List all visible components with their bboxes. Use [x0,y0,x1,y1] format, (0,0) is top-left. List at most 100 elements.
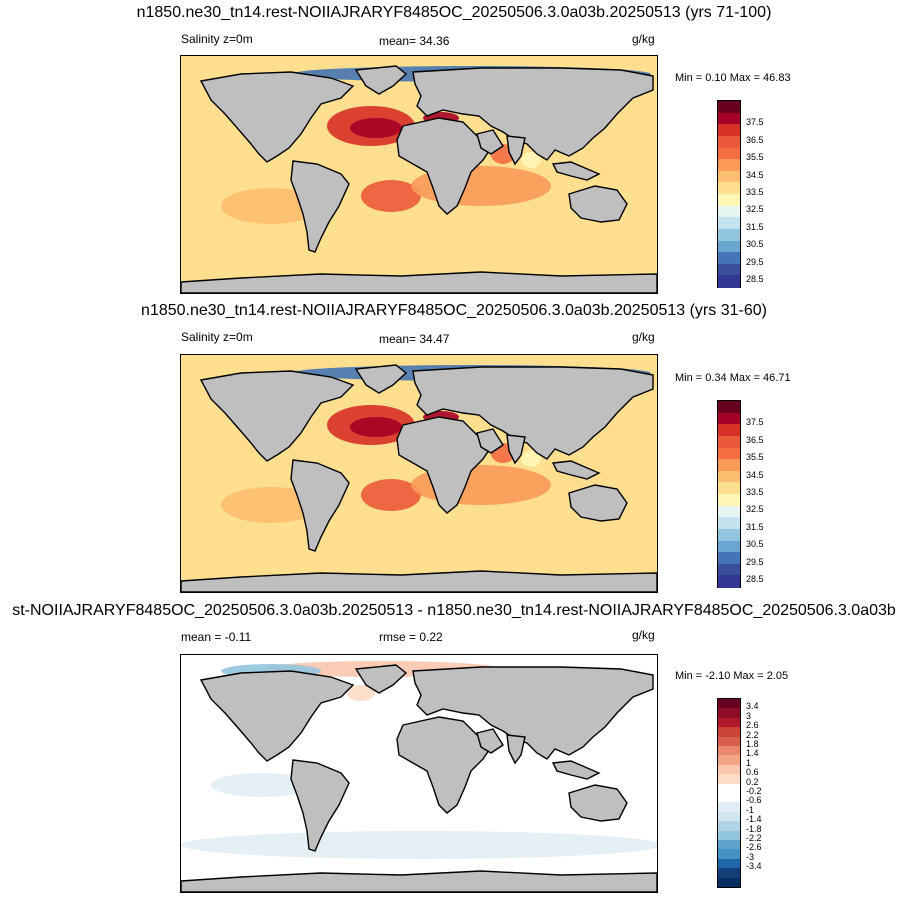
colorbar-tick-label: 30.5 [746,239,764,250]
colorbar-segment [718,764,740,775]
colorbar-segment [718,540,740,553]
greenland-landmass [354,364,408,394]
colorbar-tick-label: 35.5 [746,452,764,463]
africa-landmass [396,716,492,814]
colorbar-segment [718,182,740,195]
colorbar-tick-label: 1.8 [746,739,759,749]
south-atlantic-salty [361,180,421,212]
colorbar-tick-label: 31.5 [746,521,764,532]
south-pacific-salty [221,487,321,523]
panel-1-variable-label: Salinity z=0m [181,32,253,46]
panel-1-map [180,55,658,294]
colorbar-tick-label: 0.6 [746,767,759,778]
colorbar-segment [718,401,740,414]
colorbar-segment [718,746,740,756]
panel-3-mean-label: mean = -0.11 [181,630,252,644]
pacific-negative [211,773,311,797]
colorbar-tick-label: -1 [746,804,755,815]
colorbar-segment [718,228,740,241]
colorbar-tick-label: 3 [746,710,752,721]
colorbar-segment [718,135,740,148]
colorbar-segment [718,774,740,785]
panel-2-title: n1850.ne30_tn14.rest-NOIIAJRARYF8485OC_2… [141,302,767,319]
panel-2-colorbar [717,400,741,588]
colorbar-segment [718,424,740,437]
colorbar-segment [718,802,740,813]
colorbar-tick-label: 2.2 [746,729,759,740]
salinity-diff-map [181,655,657,892]
colorbar-tick-label: -3.4 [746,861,762,872]
colorbar-segment [718,783,740,794]
panel-2-units-label: g/kg [632,330,655,344]
north-america-landmass [199,71,355,163]
colorbar-tick-label: 34.5 [746,469,764,480]
colorbar-segment [718,124,740,137]
panel-3-units-label: g/kg [632,628,655,642]
colorbar-segment [718,699,740,709]
panel-2-map [180,354,658,593]
salinity-map-1 [181,56,657,293]
australia-landmass [568,484,628,522]
colorbar-segment [718,470,740,483]
southern-ocean-negative [181,831,657,859]
colorbar-segment [718,482,740,495]
colorbar-segment [718,793,740,803]
north-america-landmass [199,670,355,762]
panel-3-map [180,654,658,893]
colorbar-segment [718,147,740,160]
north-atlantic-peak [350,417,402,437]
panel-1-title: n1850.ne30_tn14.rest-NOIIAJRARYF8485OC_2… [136,4,772,21]
colorbar-tick-label: 31.5 [746,221,764,232]
colorbar-segment [718,159,740,172]
colorbar-segment [718,194,740,207]
southern-ocean-band [181,251,657,271]
south-america-landmass [290,459,350,552]
panel-3-minmax: Min = -2.10 Max = 2.05 [675,670,789,682]
colorbar-tick-label: 29.5 [746,256,764,267]
eurasia-landmass [412,67,654,161]
colorbar-segment [718,755,740,766]
arabia-landmass [476,428,504,454]
panel-2-mean-label: mean= 34.47 [379,332,450,346]
colorbar-tick-label: -3 [746,851,755,862]
colorbar-segment [718,858,740,869]
atlantic-positive-anomaly [347,685,375,701]
panel-3-title: st-NOIIAJRARYF8485OC_20250506.3.0a03b.20… [12,602,896,619]
colorbar-tick-label: 32.5 [746,504,764,515]
bay-of-bengal-fresh [521,152,541,168]
india-landmass [506,434,526,465]
colorbar-tick-label: 34.5 [746,169,764,180]
colorbar-tick-label: 28.5 [746,274,764,285]
south-pacific-salty [221,188,321,224]
colorbar-tick-label: 2.6 [746,720,759,731]
north-atlantic-peak [350,118,402,138]
colorbar-segment [718,435,740,448]
colorbar-segment [718,459,740,472]
colorbar-tick-label: 0.2 [746,776,759,787]
africa-landmass [396,416,492,514]
panel-1-colorbar [717,100,741,288]
panel-1-units-label: g/kg [632,32,655,46]
arabia-landmass [476,728,504,754]
colorbar-segment [718,821,740,832]
colorbar-segment [718,727,740,738]
colorbar-segment [718,101,740,114]
colorbar-segment [718,517,740,530]
colorbar-segment [718,849,740,860]
colorbar-segment [718,830,740,841]
colorbar-segment [718,170,740,183]
panel-2-minmax: Min = 0.34 Max = 46.71 [675,372,791,384]
colorbar-segment [718,263,740,276]
colorbar-tick-label: 37.5 [746,417,764,428]
colorbar-segment [718,412,740,425]
colorbar-tick-label: 33.5 [746,487,764,497]
colorbar-tick-label: -0.2 [746,786,762,796]
south-atlantic-salty [361,479,421,511]
colorbar-tick-label: -2.6 [746,842,762,853]
india-landmass [506,734,526,765]
colorbar-tick-label: 30.5 [746,539,764,550]
colorbar-segment [718,736,740,747]
colorbar-segment [718,505,740,518]
south-america-landmass [290,160,350,253]
colorbar-segment [718,494,740,507]
